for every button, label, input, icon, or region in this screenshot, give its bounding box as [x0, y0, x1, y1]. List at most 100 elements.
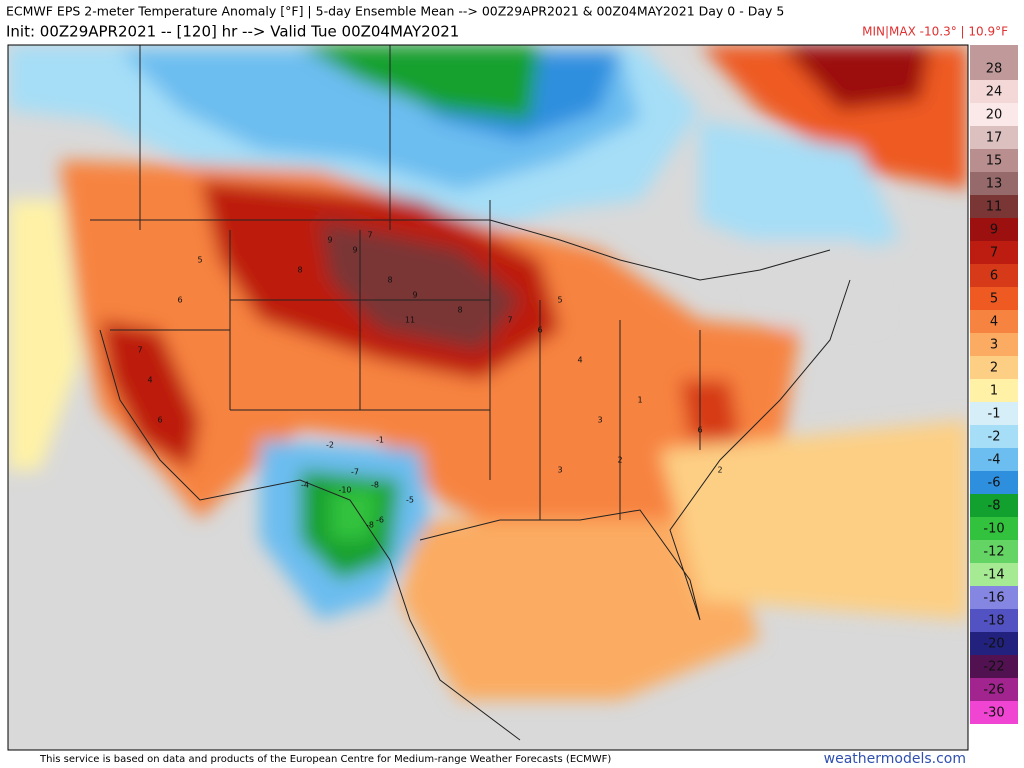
- colorbar-label: -4: [988, 453, 1001, 468]
- colorbar-swatch: [970, 379, 1018, 402]
- map-label: 4: [577, 356, 582, 365]
- colorbar-label: -30: [983, 706, 1004, 721]
- map-label: 4: [147, 376, 152, 385]
- map-label: 6: [157, 416, 162, 425]
- map-label: 11: [405, 316, 415, 325]
- colorbar-label: 17: [986, 131, 1003, 146]
- colorbar-swatch: [970, 517, 1018, 540]
- colorbar-swatch: [970, 586, 1018, 609]
- colorbar-label: 11: [986, 200, 1003, 215]
- colorbar-label: 6: [990, 269, 998, 284]
- map-label: 6: [177, 296, 182, 305]
- colorbar-swatch: [970, 356, 1018, 379]
- colorbar-swatch: [970, 402, 1018, 425]
- map-label: -8: [366, 521, 374, 530]
- colorbar-swatch: [970, 103, 1018, 126]
- colorbar-swatch: [970, 701, 1018, 724]
- map-label: -6: [376, 516, 384, 525]
- colorbar-swatch: [970, 149, 1018, 172]
- header-line2: Init: 00Z29APR2021 -- [120] hr --> Valid…: [6, 23, 459, 41]
- colorbar-swatch: [970, 632, 1018, 655]
- map-label: 8: [457, 306, 462, 315]
- colorbar-label: -12: [983, 545, 1004, 560]
- footer-notice: This service is based on data and produc…: [39, 754, 611, 765]
- colorbar-label: -20: [983, 637, 1004, 652]
- footer-site: weathermodels.com: [824, 751, 966, 767]
- map-label: 8: [297, 266, 302, 275]
- colorbar-swatch: [970, 126, 1018, 149]
- colorbar-swatch: [970, 218, 1018, 241]
- map-label: -5: [406, 496, 414, 505]
- colorbar-label: 1: [990, 384, 998, 399]
- colorbar-swatch: [970, 563, 1018, 586]
- colorbar-label: -6: [988, 476, 1001, 491]
- colorbar-label: -2: [988, 430, 1001, 445]
- map-label: -4: [301, 481, 309, 490]
- colorbar-label: -8: [988, 499, 1001, 514]
- map: [8, 45, 968, 750]
- map-label: 7: [507, 316, 512, 325]
- colorbar-swatch: [970, 609, 1018, 632]
- colorbar-swatch: [970, 310, 1018, 333]
- colorbar-label: -1: [988, 407, 1001, 422]
- map-label: 3: [557, 466, 562, 475]
- map-label: 2: [717, 466, 722, 475]
- map-label: 9: [412, 291, 417, 300]
- colorbar-swatch: [970, 494, 1018, 517]
- map-labels: 9981198787654321-1-2-4-5-7-8-10-8-666543…: [137, 231, 722, 530]
- map-label: 8: [387, 276, 392, 285]
- colorbar-label: 15: [986, 154, 1003, 169]
- min-max: MIN|MAX -10.3° | 10.9°F: [862, 25, 1008, 39]
- colorbar-label: 4: [990, 315, 998, 330]
- colorbar-label: -10: [983, 522, 1004, 537]
- colorbar-label: 9: [990, 223, 998, 238]
- colorbar-swatch: [970, 80, 1018, 103]
- map-label: 2: [617, 456, 622, 465]
- map-label: 5: [197, 256, 202, 265]
- colorbar-label: 2: [990, 361, 998, 376]
- colorbar-label: -26: [983, 683, 1004, 698]
- map-label: 7: [137, 346, 142, 355]
- map-label: -7: [351, 468, 359, 477]
- map-frame: [7, 44, 969, 751]
- colorbar-swatch: [970, 655, 1018, 678]
- map-label: 5: [557, 296, 562, 305]
- colorbar-swatch: [970, 471, 1018, 494]
- colorbar-swatch: [970, 264, 1018, 287]
- colorbar-swatch: [970, 678, 1018, 701]
- colorbar-swatch: [970, 287, 1018, 310]
- header-line1: ECMWF EPS 2-meter Temperature Anomaly [°…: [6, 4, 784, 19]
- colorbar-swatch: [970, 195, 1018, 218]
- map-label: 9: [327, 236, 332, 245]
- map-label: 3: [597, 416, 602, 425]
- colorbar-label: 5: [990, 292, 998, 307]
- colorbar-label: 7: [990, 246, 998, 261]
- colorbar-swatch: [970, 540, 1018, 563]
- colorbar-swatch: [970, 448, 1018, 471]
- colorbar-label: -14: [983, 568, 1004, 583]
- colorbar-swatch: [970, 333, 1018, 356]
- map-label: 7: [367, 231, 372, 240]
- colorbar-label: 13: [986, 177, 1003, 192]
- map-label: 6: [697, 426, 702, 435]
- map-label: 6: [537, 326, 542, 335]
- map-label: -8: [371, 481, 379, 490]
- map-label: 1: [637, 396, 642, 405]
- colorbar-label: -22: [983, 660, 1004, 675]
- colorbar-swatch: [970, 57, 1018, 80]
- colorbar-label: -18: [983, 614, 1004, 629]
- colorbar-label: 20: [986, 108, 1003, 123]
- colorbar-swatch: [970, 241, 1018, 264]
- colorbar-label: 28: [986, 62, 1003, 77]
- colorbar-label: -16: [983, 591, 1004, 606]
- colorbar-top: [970, 45, 1018, 57]
- map-label: 9: [352, 246, 357, 255]
- map-label: -2: [326, 441, 334, 450]
- colorbar-swatch: [970, 425, 1018, 448]
- map-label: -1: [376, 436, 384, 445]
- colorbar-swatch: [970, 172, 1018, 195]
- colorbar-label: 24: [986, 85, 1003, 100]
- map-label: -10: [338, 486, 351, 495]
